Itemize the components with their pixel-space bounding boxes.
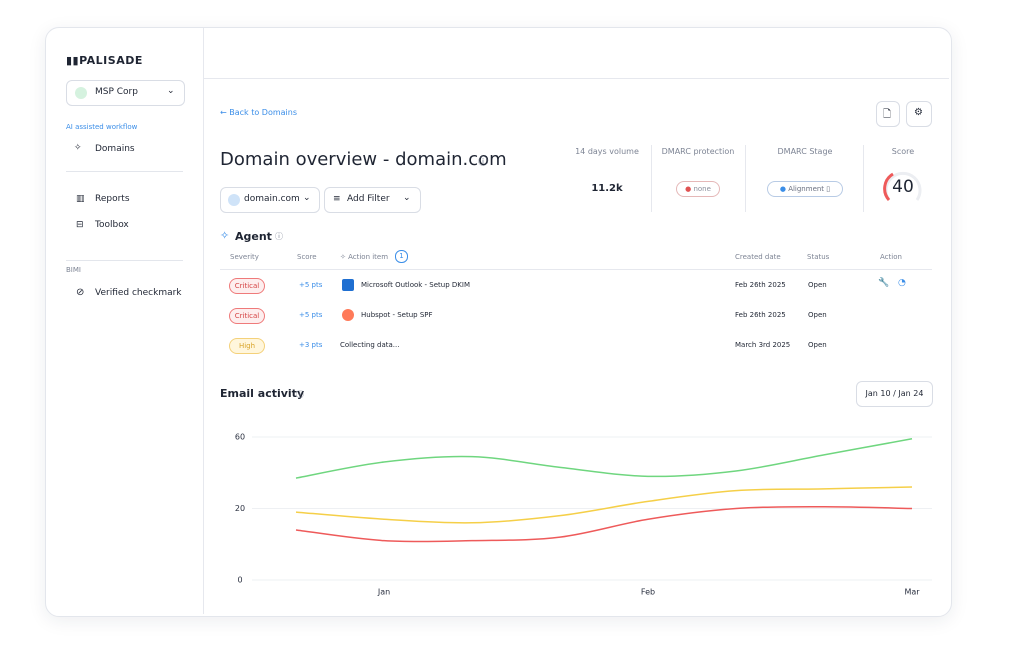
status-pill: ● none xyxy=(676,181,720,197)
date-range: Jan 10 / Jan 24 xyxy=(865,389,924,398)
app-card xyxy=(45,27,952,617)
nav-icon: ⊟ xyxy=(76,220,84,230)
column-header: Created date xyxy=(735,253,781,261)
dot: ● xyxy=(685,185,694,193)
severity-pill: Critical xyxy=(229,308,265,324)
info-icon: ⓘ xyxy=(275,232,283,241)
stat-divider xyxy=(651,145,652,212)
date-range-button[interactable]: Jan 10 / Jan 24 xyxy=(856,381,933,407)
nav-item[interactable]: Verified checkmark xyxy=(95,288,182,298)
score-gain: +5 pts xyxy=(299,311,323,319)
info-icon: ⓘ xyxy=(296,390,304,399)
score-gain: +3 pts xyxy=(299,341,323,349)
domain-name: domain.com xyxy=(244,194,300,204)
app-icon xyxy=(342,309,354,321)
chevron: ⌄ xyxy=(403,193,411,203)
agent-icon: ✧ xyxy=(220,229,230,242)
created-date: Feb 26th 2025 xyxy=(735,311,786,319)
back-link[interactable]: ← Back to Domains xyxy=(220,108,297,117)
agent-title: Agent xyxy=(235,230,272,243)
column-header: Severity xyxy=(230,253,259,261)
column-header: ✧ Action item xyxy=(340,253,389,261)
chart-title: Email activity xyxy=(220,387,305,400)
stat-value: none xyxy=(693,185,711,193)
column-header: Status xyxy=(807,253,830,261)
icon: 🗋 xyxy=(883,109,892,120)
filter-button[interactable]: ≡ Add Filter ⌄ xyxy=(324,187,421,213)
stat-divider xyxy=(745,145,746,212)
nav-icon: ✧ xyxy=(74,143,82,153)
count-badge: 1 xyxy=(395,250,408,263)
nav-icon: ⊘ xyxy=(76,287,85,298)
score-gain: +5 pts xyxy=(299,281,323,289)
filter-icon: ≡ xyxy=(333,194,341,204)
icon: ⚙ xyxy=(914,107,923,118)
header-divider xyxy=(204,78,949,79)
org-select[interactable]: MSP Corp ⌄ xyxy=(66,80,185,106)
score-value: 40 xyxy=(892,177,914,197)
info-icon: ⓘ xyxy=(478,157,488,168)
stat-divider xyxy=(863,145,864,212)
severity-pill: High xyxy=(229,338,265,354)
stat-label: DMARC Stage xyxy=(777,147,833,156)
chevron: ⌄ xyxy=(303,193,311,203)
severity-pill: Critical xyxy=(229,278,265,294)
table-rule xyxy=(220,269,932,270)
action-item: Microsoft Outlook - Setup DKIM xyxy=(361,281,470,289)
status: Open xyxy=(808,341,827,349)
score-gauge xyxy=(883,171,922,202)
action-item: Collecting data... xyxy=(340,341,400,349)
stat-label: DMARC protection xyxy=(661,147,735,156)
chevron: ⌄ xyxy=(167,86,175,96)
stat-label: 14 days volume xyxy=(575,147,639,156)
dot: ● xyxy=(779,185,789,193)
divider xyxy=(66,260,183,261)
column-text: Action item xyxy=(348,253,389,261)
stat-value: Alignment xyxy=(788,185,825,193)
status: Open xyxy=(808,281,827,289)
column-header: Action xyxy=(880,253,902,261)
nav-icon: ▥ xyxy=(76,194,85,204)
action-item: Hubspot - Setup SPF xyxy=(361,311,433,319)
stat-label: Score xyxy=(891,147,915,156)
status: Open xyxy=(808,311,827,319)
nav-item[interactable]: Reports xyxy=(95,194,130,204)
logo-text: PALISADE xyxy=(79,54,143,67)
stage-pill: ● Alignment ▯ xyxy=(767,181,843,197)
org-name: MSP Corp xyxy=(95,87,138,97)
domain-select[interactable]: domain.com ⌄ xyxy=(220,187,320,213)
filter-label: Add Filter xyxy=(347,194,390,204)
org-avatar xyxy=(75,87,87,99)
doc-button[interactable]: 🗋 xyxy=(876,101,900,127)
check-button[interactable]: ◔ xyxy=(898,278,906,288)
section-label: AI assisted workflow xyxy=(66,123,138,131)
settings-button[interactable]: ⚙ xyxy=(906,101,932,127)
divider xyxy=(66,171,183,172)
section-label: BIMI xyxy=(66,266,81,274)
gauge-arc xyxy=(883,172,894,202)
logo: ▮▮PALISADE xyxy=(66,54,143,67)
column-header: Score xyxy=(297,253,317,261)
nav-item[interactable]: Domains xyxy=(95,144,135,154)
stat-value: 11.2k xyxy=(591,183,623,194)
fix-button[interactable]: 🔧 xyxy=(878,278,890,288)
created-date: March 3rd 2025 xyxy=(735,341,791,349)
page-title: Domain overview - domain.com xyxy=(220,149,507,170)
app-icon xyxy=(342,279,354,291)
sidebar-divider xyxy=(203,28,204,614)
nav-item[interactable]: Toolbox xyxy=(95,220,129,230)
created-date: Feb 26th 2025 xyxy=(735,281,786,289)
domain-avatar xyxy=(228,194,240,206)
